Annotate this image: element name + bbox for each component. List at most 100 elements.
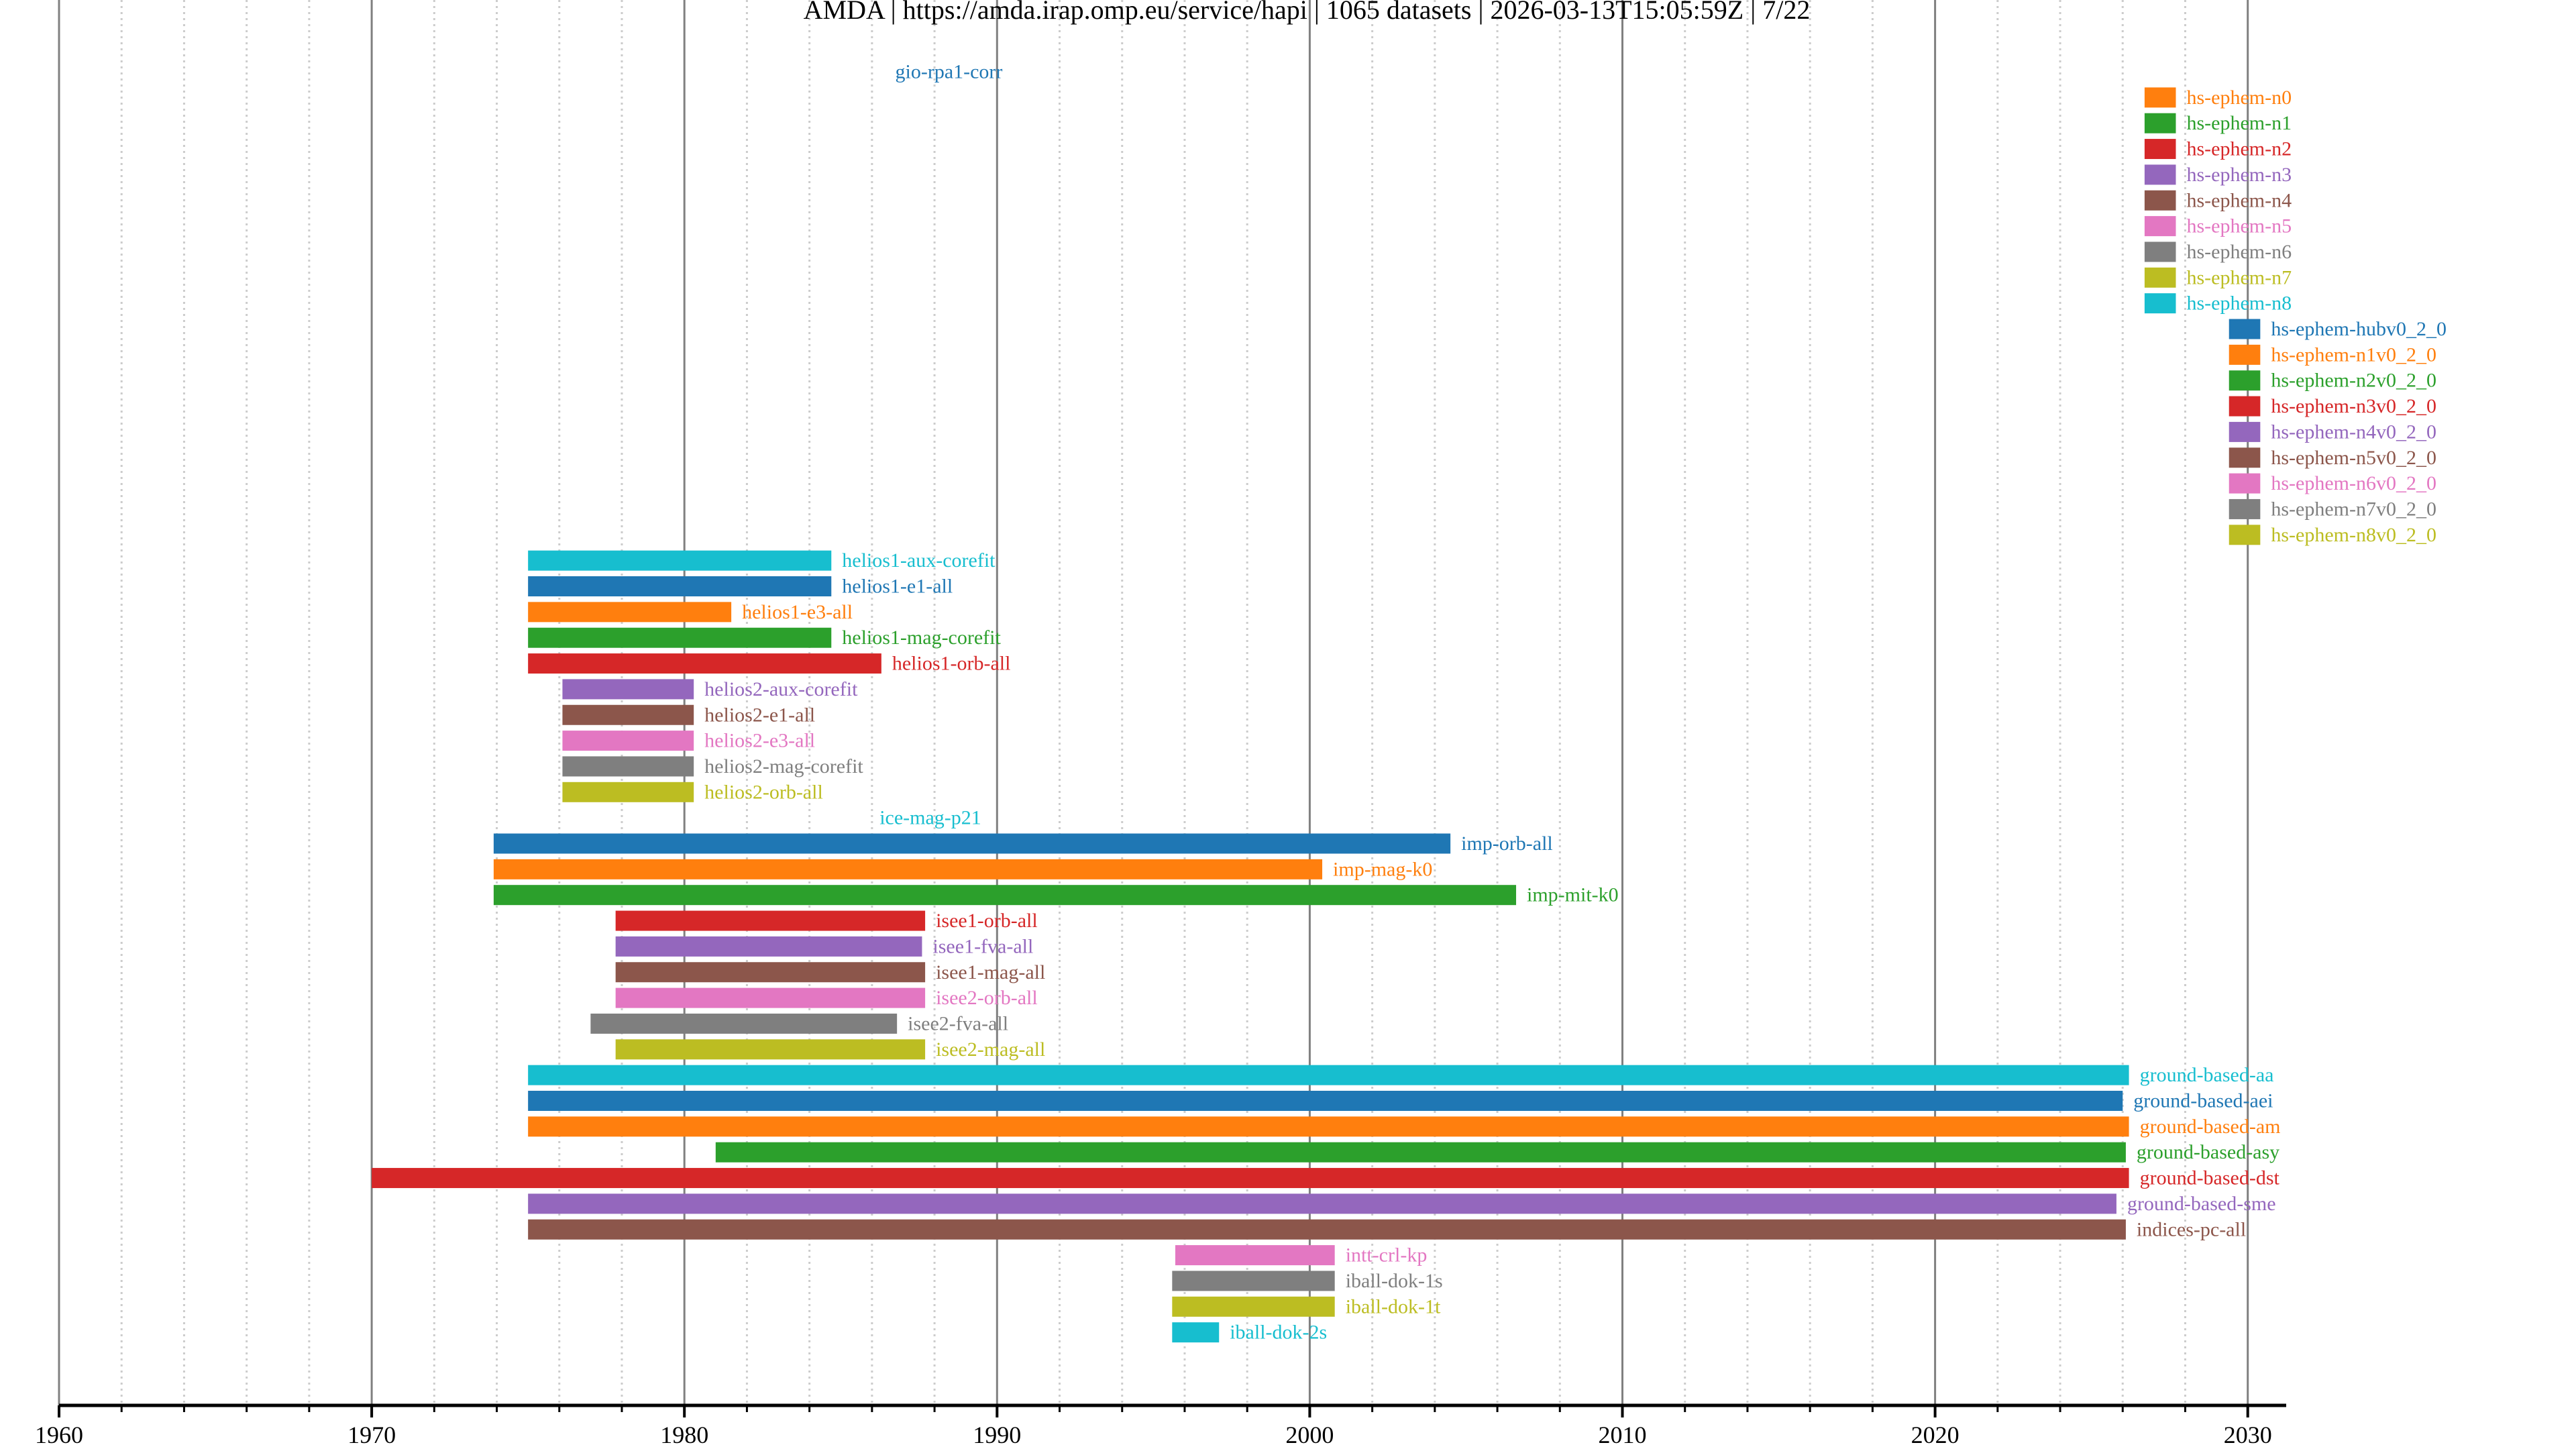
bar-label: hs-ephem-n2v0_2_0 <box>2271 370 2436 392</box>
bar-label: imp-orb-all <box>1461 833 1553 855</box>
timeline-bar-hs-ephem-n7[interactable]: hs-ephem-n7: 2026.7 – 2027.7 <box>2144 267 2176 288</box>
timeline-bar-iball-dok-2s[interactable]: iball-dok-2s: 1995.6 – 1997.1 <box>1172 1322 1220 1343</box>
bar-label: ground-based-sme <box>2127 1193 2276 1215</box>
timeline-bar-isee2-orb-all[interactable]: isee2-orb-all: 1977.8 – 1987.7 <box>615 987 926 1008</box>
timeline-bar-ground-based-aa[interactable]: ground-based-aa: 1975 – 2026.2 <box>528 1065 2129 1085</box>
labels-layer: gio-rpa1-corr hs-ephem-n0 hs-ephem-n1 hs-ep… <box>704 61 2447 1344</box>
x-tick-label: 2030 <box>2224 1421 2272 1448</box>
bar-label: helios1-e1-all <box>842 576 953 598</box>
timeline-bar-helios2-e3-all[interactable]: helios2-e3-all: 1976.1 – 1980.3 <box>562 731 694 751</box>
timeline-bar-hs-ephem-n1v0_2_0[interactable]: hs-ephem-n1v0_2_0: 2029.4 – 2030.4 <box>2229 344 2261 365</box>
bar-label: helios2-mag-corefit <box>704 755 863 777</box>
x-tick-label: 2000 <box>1285 1421 1334 1448</box>
bar-label: hs-ephem-n3 <box>2186 164 2292 186</box>
timeline-bar-hs-ephem-n0[interactable]: hs-ephem-n0: 2026.7 – 2027.7 <box>2144 87 2176 108</box>
bars-layer: gio-rpa1-corr: 1986.4 – 1986.4hs-ephem-n… <box>372 87 2261 1343</box>
bar-label: hs-ephem-n0 <box>2186 87 2292 109</box>
timeline-bar-ground-based-asy[interactable]: ground-based-asy: 1981 – 2026.1 <box>715 1142 2126 1163</box>
timeline-bar-helios2-orb-all[interactable]: helios2-orb-all: 1976.1 – 1980.3 <box>562 782 694 802</box>
bar-label: hs-ephem-n8v0_2_0 <box>2271 524 2436 546</box>
bar-label: indices-pc-all <box>2137 1218 2246 1240</box>
timeline-bar-helios2-e1-all[interactable]: helios2-e1-all: 1976.1 – 1980.3 <box>562 704 694 725</box>
bar-label: iball-dok-2s <box>1230 1322 1327 1344</box>
timeline-bar-hs-ephem-n7v0_2_0[interactable]: hs-ephem-n7v0_2_0: 2029.4 – 2030.4 <box>2229 498 2261 519</box>
x-tick-label: 1980 <box>660 1421 708 1448</box>
timeline-bar-helios1-mag-corefit[interactable]: helios1-mag-corefit: 1975 – 1984.7 <box>528 627 832 648</box>
bar-label: iball-dok-1t <box>1346 1295 1441 1318</box>
bar-label: isee2-mag-all <box>936 1038 1045 1061</box>
bar-label: helios2-orb-all <box>704 781 823 803</box>
timeline-bar-hs-ephem-n2[interactable]: hs-ephem-n2: 2026.7 – 2027.7 <box>2144 139 2176 160</box>
timeline-bar-ground-based-am[interactable]: ground-based-am: 1975 – 2026.2 <box>528 1116 2129 1137</box>
bar-label: hs-ephem-n1v0_2_0 <box>2271 343 2436 366</box>
timeline-bar-hs-ephem-n2v0_2_0[interactable]: hs-ephem-n2v0_2_0: 2029.4 – 2030.4 <box>2229 370 2261 391</box>
timeline-bar-intt-crl-kp[interactable]: intt-crl-kp: 1995.7 – 2000.8 <box>1175 1245 1335 1266</box>
bar-label: isee1-fva-all <box>932 935 1033 957</box>
bar-label: hs-ephem-n5v0_2_0 <box>2271 447 2436 469</box>
bar-label: ground-based-dst <box>2140 1167 2280 1189</box>
bar-label: hs-ephem-n3v0_2_0 <box>2271 395 2436 417</box>
bar-label: helios1-orb-all <box>892 653 1011 675</box>
timeline-bar-ground-based-aei[interactable]: ground-based-aei: 1975 – 2026 <box>528 1091 2123 1111</box>
bar-label: isee1-mag-all <box>936 961 1045 983</box>
timeline-bar-ground-based-sme[interactable]: ground-based-sme: 1975 – 2025.8 <box>528 1193 2116 1214</box>
timeline-bar-hs-ephem-n6v0_2_0[interactable]: hs-ephem-n6v0_2_0: 2029.4 – 2030.4 <box>2229 473 2261 494</box>
timeline-bar-hs-ephem-n4[interactable]: hs-ephem-n4: 2026.7 – 2027.7 <box>2144 190 2176 211</box>
bar-label: imp-mag-k0 <box>1333 858 1432 880</box>
x-tick-label: 1990 <box>973 1421 1021 1448</box>
bar-label: hs-ephem-n2 <box>2186 138 2292 160</box>
bar-label: isee2-fva-all <box>908 1012 1008 1034</box>
bar-label: ground-based-am <box>2140 1116 2281 1138</box>
grid-layer <box>58 0 2249 1405</box>
bar-label: helios1-e3-all <box>742 601 853 623</box>
timeline-bar-isee2-fva-all[interactable]: isee2-fva-all: 1977 – 1986.8 <box>590 1013 898 1034</box>
bar-label: hs-ephem-n4v0_2_0 <box>2271 421 2436 443</box>
timeline-bar-hs-ephem-hubv0_2_0[interactable]: hs-ephem-hubv0_2_0: 2029.4 – 2030.4 <box>2229 319 2261 339</box>
timeline-bar-imp-orb-all[interactable]: imp-orb-all: 1973.9 – 2004.5 <box>493 833 1451 854</box>
timeline-bar-helios1-e1-all[interactable]: helios1-e1-all: 1975 – 1984.7 <box>528 576 832 596</box>
x-axis: 1960 1970 1980 1990 2000 2010 2020 2030 <box>35 1403 2286 1448</box>
bar-label: imp-mit-k0 <box>1527 884 1619 906</box>
timeline-bar-isee1-fva-all[interactable]: isee1-fva-all: 1977.8 – 1987.6 <box>615 936 922 957</box>
chart-title: AMDA | https://amda.irap.omp.eu/service/… <box>804 0 1811 25</box>
timeline-bar-iball-dok-1t[interactable]: iball-dok-1t: 1995.6 – 2000.8 <box>1172 1296 1335 1317</box>
timeline-bar-ground-based-dst[interactable]: ground-based-dst: 1970 – 2026.2 <box>372 1168 2129 1189</box>
bar-label: iball-dok-1s <box>1346 1270 1443 1292</box>
bar-label: isee1-orb-all <box>936 910 1038 932</box>
timeline-bar-helios1-orb-all[interactable]: helios1-orb-all: 1975 – 1986.3 <box>528 653 881 674</box>
timeline-bar-imp-mit-k0[interactable]: imp-mit-k0: 1973.9 – 2006.6 <box>493 885 1517 906</box>
bar-label: ground-based-asy <box>2137 1141 2279 1163</box>
bar-label: ground-based-aa <box>2140 1064 2274 1086</box>
timeline-bar-hs-ephem-n5[interactable]: hs-ephem-n5: 2026.7 – 2027.7 <box>2144 216 2176 237</box>
timeline-bar-hs-ephem-n1[interactable]: hs-ephem-n1: 2026.7 – 2027.7 <box>2144 113 2176 133</box>
timeline-bar-helios2-mag-corefit[interactable]: helios2-mag-corefit: 1976.1 – 1980.3 <box>562 756 694 777</box>
timeline-bar-helios1-e3-all[interactable]: helios1-e3-all: 1975 – 1981.5 <box>528 602 732 623</box>
timeline-bar-hs-ephem-n6[interactable]: hs-ephem-n6: 2026.7 – 2027.7 <box>2144 241 2176 262</box>
x-tick-label: 2010 <box>1599 1421 1647 1448</box>
bar-label: ice-mag-p21 <box>879 807 981 829</box>
bar-label: gio-rpa1-corr <box>896 61 1003 83</box>
timeline-bar-imp-mag-k0[interactable]: imp-mag-k0: 1973.9 – 2000.4 <box>493 859 1323 879</box>
x-tick-label: 1960 <box>35 1421 83 1448</box>
timeline-bar-hs-ephem-n4v0_2_0[interactable]: hs-ephem-n4v0_2_0: 2029.4 – 2030.4 <box>2229 421 2261 442</box>
timeline-bar-hs-ephem-n8[interactable]: hs-ephem-n8: 2026.7 – 2027.7 <box>2144 293 2176 314</box>
timeline-bar-helios2-aux-corefit[interactable]: helios2-aux-corefit: 1976.1 – 1980.3 <box>562 679 694 700</box>
bar-label: helios2-e3-all <box>704 730 815 752</box>
timeline-bar-indices-pc-all[interactable]: indices-pc-all: 1975 – 2026.1 <box>528 1219 2126 1240</box>
x-tick-label: 2020 <box>1911 1421 1960 1448</box>
bar-label: intt-crl-kp <box>1346 1244 1428 1267</box>
timeline-bar-hs-ephem-n8v0_2_0[interactable]: hs-ephem-n8v0_2_0: 2029.4 – 2030.4 <box>2229 525 2261 545</box>
timeline-bar-isee2-mag-all[interactable]: isee2-mag-all: 1977.8 – 1987.7 <box>615 1039 926 1060</box>
bar-label: helios2-aux-corefit <box>704 678 858 700</box>
timeline-bar-hs-ephem-n5v0_2_0[interactable]: hs-ephem-n5v0_2_0: 2029.4 – 2030.4 <box>2229 447 2261 468</box>
timeline-bar-isee1-orb-all[interactable]: isee1-orb-all: 1977.8 – 1987.7 <box>615 910 926 931</box>
bar-label: hs-ephem-n1 <box>2186 112 2292 134</box>
bar-label: hs-ephem-n8 <box>2186 292 2292 315</box>
timeline-bar-isee1-mag-all[interactable]: isee1-mag-all: 1977.8 – 1987.7 <box>615 962 926 983</box>
timeline-bar-iball-dok-1s[interactable]: iball-dok-1s: 1995.6 – 2000.8 <box>1172 1271 1335 1291</box>
timeline-bar-hs-ephem-n3v0_2_0[interactable]: hs-ephem-n3v0_2_0: 2029.4 – 2030.4 <box>2229 396 2261 417</box>
timeline-bar-hs-ephem-n3[interactable]: hs-ephem-n3: 2026.7 – 2027.7 <box>2144 164 2176 185</box>
bar-label: hs-ephem-hubv0_2_0 <box>2271 318 2447 340</box>
timeline-bar-helios1-aux-corefit[interactable]: helios1-aux-corefit: 1975 – 1984.7 <box>528 550 832 571</box>
